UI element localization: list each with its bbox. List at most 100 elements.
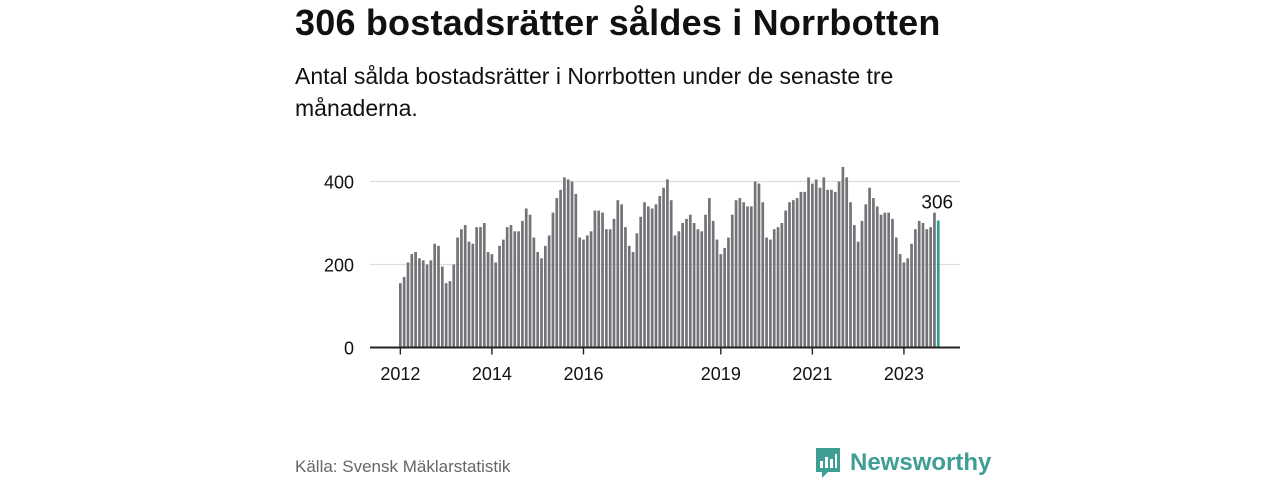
- bar-2: [402, 276, 406, 348]
- bar-122: [860, 220, 864, 348]
- bar-127: [879, 214, 883, 348]
- bar-105: [795, 198, 799, 348]
- bar-88: [730, 214, 734, 348]
- bar-82: [708, 198, 711, 348]
- chart-title: 306 bostadsrätter såldes i Norrbotten: [295, 2, 941, 43]
- bar-140: [929, 227, 932, 348]
- bar-1: [399, 283, 402, 348]
- bar-29: [505, 227, 509, 348]
- bar-111: [818, 187, 822, 348]
- bar-98: [769, 239, 772, 348]
- bar-4: [410, 254, 414, 348]
- bar-10: [433, 243, 437, 348]
- bar-60: [624, 227, 627, 348]
- chart-subtitle: Antal sålda bostadsrätter i Norrbotten u…: [295, 63, 894, 121]
- bar-84: [715, 239, 719, 348]
- bar-31: [513, 231, 517, 348]
- bar-36: [532, 237, 536, 348]
- bar-30: [509, 225, 513, 348]
- x-tick-label-2019: 2019: [701, 364, 741, 384]
- bar-53: [597, 210, 601, 348]
- bar-28: [502, 239, 505, 348]
- bar-113: [826, 189, 829, 348]
- bar-71: [666, 179, 669, 348]
- bar-137: [917, 220, 921, 348]
- bar-41: [551, 212, 555, 348]
- x-tick-label-2012: 2012: [380, 364, 420, 384]
- bar-76: [685, 218, 688, 348]
- bar-63: [635, 233, 639, 348]
- bar-23: [482, 223, 486, 348]
- bar-70: [662, 187, 665, 348]
- bar-38: [540, 258, 543, 348]
- bar-123: [864, 204, 868, 348]
- bar-27: [498, 245, 501, 348]
- bar-34: [524, 208, 528, 348]
- y-tick-label-400: 400: [324, 173, 354, 193]
- bar-121: [856, 241, 860, 348]
- newsworthy-logo-text: Newsworthy: [850, 449, 992, 476]
- bar-134: [906, 258, 910, 348]
- bar-83: [711, 220, 715, 348]
- bar-109: [811, 183, 814, 348]
- bar-64: [639, 216, 643, 348]
- bar-141: [933, 212, 936, 348]
- source-note: Källa: Svensk Mäklarstatistik: [295, 457, 511, 476]
- bar-18: [463, 225, 467, 348]
- bar-25: [490, 254, 494, 348]
- bar-86: [723, 247, 726, 348]
- last-value-label: 306: [921, 193, 953, 214]
- bar-17: [460, 229, 463, 348]
- bar-14: [448, 281, 452, 348]
- bar-92: [746, 206, 749, 348]
- bar-42: [555, 198, 559, 348]
- bar-16: [456, 237, 459, 348]
- bar-131: [894, 237, 898, 348]
- bar-47: [574, 193, 578, 348]
- bar-9: [429, 260, 433, 348]
- bar-117: [841, 166, 845, 348]
- bar-69: [658, 196, 662, 348]
- bar-62: [631, 252, 635, 348]
- bar-93: [749, 206, 753, 348]
- bar-74: [677, 231, 681, 348]
- bar-44: [563, 177, 566, 348]
- bar-13: [444, 283, 448, 348]
- bar-101: [780, 223, 784, 348]
- bar-19: [467, 241, 471, 348]
- bar-33: [521, 220, 524, 348]
- bar-139: [925, 229, 929, 348]
- bar-56: [608, 229, 612, 348]
- y-tick-label-200: 200: [324, 256, 354, 276]
- bar-104: [791, 200, 795, 348]
- bar-132: [898, 254, 902, 348]
- bar-67: [650, 208, 654, 348]
- bar-75: [681, 223, 685, 348]
- bar-46: [570, 181, 574, 348]
- bar-106: [799, 191, 803, 348]
- bar-116: [837, 181, 841, 348]
- bar-119: [849, 202, 852, 348]
- bar-85: [719, 254, 723, 348]
- bar-114: [830, 189, 833, 348]
- bar-12: [440, 266, 444, 348]
- x-tick-label-2016: 2016: [563, 364, 603, 384]
- bar-142: [936, 220, 940, 348]
- bar-37: [536, 252, 540, 348]
- newsworthy-logo: Newsworthy: [814, 446, 991, 480]
- bar-120: [852, 225, 856, 348]
- bar-72: [669, 200, 673, 348]
- bar-73: [673, 235, 677, 348]
- bar-26: [494, 262, 498, 348]
- bar-59: [620, 204, 623, 348]
- bar-94: [753, 181, 757, 348]
- bar-61: [627, 245, 631, 348]
- bar-135: [910, 243, 913, 348]
- bar-48: [578, 237, 582, 348]
- bar-52: [593, 210, 597, 348]
- bar-51: [589, 231, 593, 348]
- bar-133: [902, 262, 906, 348]
- bar-97: [765, 237, 768, 348]
- bar-79: [696, 229, 700, 348]
- bar-118: [845, 177, 849, 348]
